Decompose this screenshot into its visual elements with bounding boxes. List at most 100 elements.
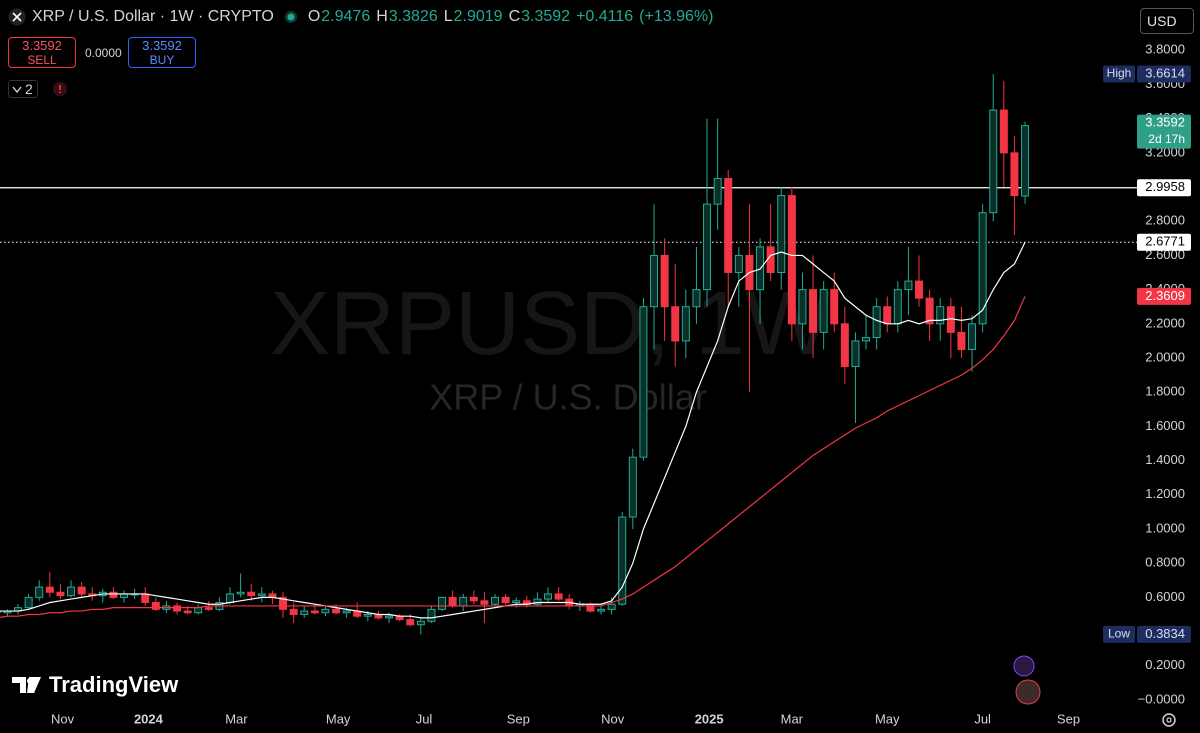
candle-body: [809, 289, 818, 333]
candle-body: [787, 195, 796, 325]
y-tick-label: 1.0000: [1145, 520, 1185, 535]
y-tick-label: 1.2000: [1145, 486, 1185, 501]
candle-body: [586, 603, 595, 612]
price-label-box: [1137, 625, 1191, 643]
candle-body: [904, 280, 913, 291]
buy-button[interactable]: 3.3592 BUY: [128, 37, 196, 68]
moving-average: [0, 296, 1026, 618]
candle-body: [639, 306, 648, 458]
sell-button[interactable]: 3.3592 SELL: [8, 37, 76, 68]
candle-body: [226, 593, 235, 604]
candle-body: [1010, 152, 1019, 197]
candle-body: [798, 289, 807, 325]
candle-body: [77, 586, 86, 595]
x-tick-label: 2025: [695, 711, 724, 726]
candle-body: [607, 603, 616, 610]
badge: [1015, 679, 1041, 705]
y-tick-label: 1.8000: [1145, 384, 1185, 399]
candle-body: [851, 340, 860, 368]
x-tick-label: 2024: [134, 711, 164, 726]
moving-average: [0, 241, 1026, 619]
currency-selector[interactable]: USD: [1140, 8, 1194, 34]
y-tick-label: 0.8000: [1145, 555, 1185, 570]
candle-body: [151, 602, 160, 610]
chevron-path[interactable]: [12, 86, 22, 94]
candle-body: [925, 297, 934, 325]
candle-body: [1021, 125, 1030, 197]
candle-body: [999, 109, 1008, 154]
gear-hub[interactable]: [1166, 717, 1172, 723]
gear[interactable]: [1162, 713, 1176, 727]
candle-body: [671, 306, 680, 342]
candle-body: [501, 596, 510, 604]
logo-dot: [27, 678, 33, 684]
warning-bar[interactable]: [59, 85, 61, 90]
extreme-tag: High: [1107, 66, 1132, 80]
price-label: 2.6771: [1145, 234, 1185, 249]
candle-body: [660, 254, 669, 308]
warning-dot[interactable]: [59, 91, 61, 94]
y-tick-label: 2.0000: [1145, 349, 1185, 364]
candle-body: [183, 610, 192, 614]
candle-body: [819, 289, 828, 333]
indicators-toggle[interactable]: 2: [8, 80, 38, 98]
sell-price[interactable]: 3.3592: [22, 38, 62, 53]
price-label-box: [1137, 179, 1191, 197]
buy-price[interactable]: 3.3592: [142, 38, 182, 53]
candle-body: [734, 254, 743, 274]
symbol-icon-x: [12, 12, 22, 22]
buy-label[interactable]: BUY: [149, 53, 175, 67]
symbol-icon: [8, 8, 26, 26]
x-tick-label: May: [326, 711, 351, 726]
y-tick-label: 2.8000: [1145, 213, 1185, 228]
price-label: 0.3834: [1145, 626, 1185, 641]
sell-label[interactable]: SELL: [27, 53, 57, 67]
candle-body: [109, 591, 118, 598]
ohlc-value: 2.9476: [321, 8, 371, 25]
extreme-tag-box: [1103, 65, 1135, 83]
candle-body: [321, 608, 330, 614]
candle-body: [840, 323, 849, 368]
candle-body: [194, 607, 203, 614]
candle-body: [713, 177, 722, 205]
x-tick-label: Jul: [974, 711, 991, 726]
chevron[interactable]: [12, 86, 22, 94]
currency[interactable]: USD: [1147, 13, 1177, 29]
candle-body: [554, 593, 563, 600]
change: +0.4116: [576, 8, 634, 25]
ohlc-key: L: [443, 8, 453, 25]
logo-text: TradingView: [49, 672, 179, 697]
ohlc-value: 2.9019: [453, 8, 503, 25]
candle-body: [332, 608, 341, 614]
y-tick-label: 0.6000: [1145, 589, 1185, 604]
candle-body: [35, 586, 44, 598]
candle-body: [936, 306, 945, 325]
extreme-tag-box: [1103, 625, 1135, 643]
candle-body: [289, 608, 298, 615]
ohlc-value: 3.3826: [388, 8, 438, 25]
candle-body: [883, 306, 892, 325]
badge: [1013, 655, 1035, 677]
ohlc-value: 3.3592: [521, 8, 571, 25]
price-label: 3.6614: [1145, 65, 1185, 80]
countdown: 2d 17h: [1148, 132, 1185, 146]
warning-icon[interactable]: [53, 82, 67, 96]
candle-body: [989, 109, 998, 214]
candle-body: [416, 620, 425, 626]
watermark-description: XRP / U.S. Dollar: [429, 377, 706, 418]
badges: [1013, 655, 1041, 705]
x-tick-label: Mar: [781, 711, 804, 726]
header: XRP / U.S. Dollar · 1W · CRYPTO O 2.9476 …: [8, 8, 719, 26]
candle-body: [830, 289, 839, 325]
indicators-count[interactable]: 2: [25, 81, 33, 97]
x-tick-label: Jul: [416, 711, 433, 726]
candle-body: [597, 608, 606, 612]
y-tick-label: −0.0000: [1138, 691, 1185, 706]
change-pct: (+13.96%): [639, 8, 714, 25]
settings-icon[interactable]: [1162, 713, 1176, 727]
y-tick-label: 1.4000: [1145, 452, 1185, 467]
candle-body: [300, 610, 309, 615]
x-tick-label: Mar: [225, 711, 248, 726]
status-dot: [284, 11, 297, 23]
